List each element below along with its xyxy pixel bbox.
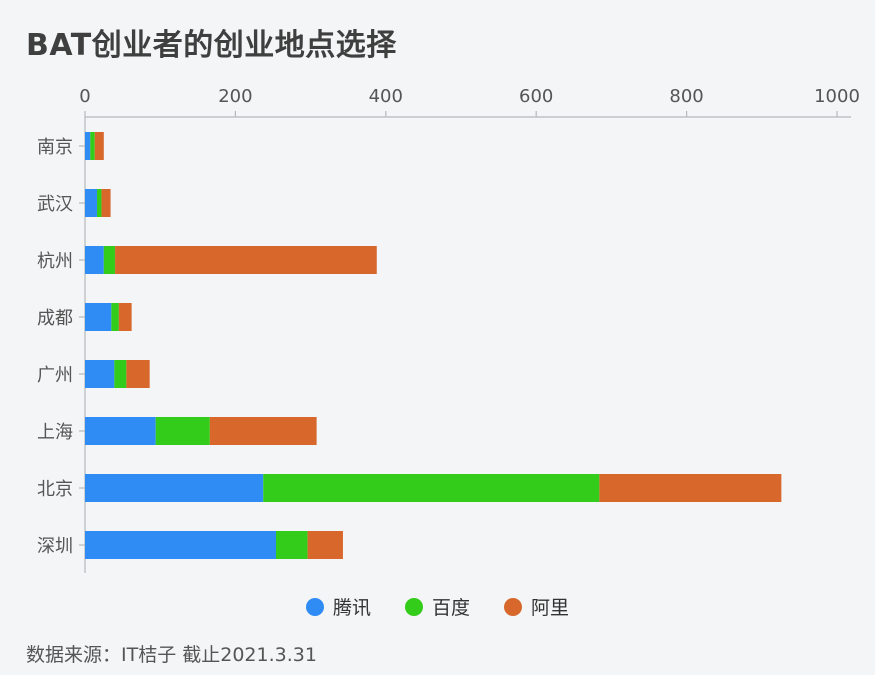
x-tick-label: 0	[79, 86, 90, 107]
x-tick-label: 400	[369, 86, 403, 107]
bar-segment	[85, 246, 104, 274]
y-tick-label: 北京	[37, 479, 73, 500]
bar-segment	[97, 189, 102, 217]
bar-segment	[85, 417, 156, 445]
legend-item-tencent[interactable]: 腾讯	[306, 593, 371, 620]
x-tick-label: 800	[669, 86, 703, 107]
bar-segment	[210, 417, 317, 445]
bar-segment	[85, 189, 97, 217]
bar-segment	[308, 531, 343, 559]
x-tick-label: 600	[519, 86, 553, 107]
x-tick-label: 1000	[814, 86, 860, 107]
legend-label-tencent: 腾讯	[333, 593, 371, 620]
legend-label-baidu: 百度	[432, 593, 470, 620]
bar-segment	[85, 360, 114, 388]
y-tick-label: 上海	[37, 422, 73, 443]
bar-segment	[115, 246, 377, 274]
bar-segment	[85, 132, 90, 160]
bar-segment	[114, 360, 126, 388]
legend-dot-tencent	[306, 598, 324, 616]
bar-segment	[85, 303, 111, 331]
legend-label-alibaba: 阿里	[531, 593, 569, 620]
bar-segment	[111, 303, 119, 331]
bar-segment	[104, 246, 115, 274]
y-tick-label: 成都	[37, 308, 73, 329]
legend-dot-baidu	[405, 598, 423, 616]
y-tick-label: 南京	[37, 137, 73, 158]
bar-segment	[85, 474, 263, 502]
bar-segment	[599, 474, 781, 502]
bar-segment	[85, 531, 276, 559]
bar-segment	[90, 132, 95, 160]
bar-segment	[156, 417, 210, 445]
legend-item-baidu[interactable]: 百度	[405, 593, 470, 620]
bar-segment	[102, 189, 111, 217]
data-source-note: 数据来源：IT桔子 截止2021.3.31	[26, 640, 317, 667]
bar-segment	[263, 474, 599, 502]
bar-segment	[95, 132, 104, 160]
y-tick-label: 杭州	[37, 251, 73, 272]
bar-segment	[276, 531, 308, 559]
y-tick-label: 武汉	[37, 194, 73, 215]
legend-item-alibaba[interactable]: 阿里	[504, 593, 569, 620]
y-tick-label: 深圳	[37, 536, 73, 557]
x-tick-label: 200	[218, 86, 252, 107]
bar-segment	[126, 360, 149, 388]
bar-segment	[119, 303, 132, 331]
y-tick-label: 广州	[37, 365, 73, 386]
legend-dot-alibaba	[504, 598, 522, 616]
legend: 腾讯 百度 阿里	[0, 593, 875, 620]
